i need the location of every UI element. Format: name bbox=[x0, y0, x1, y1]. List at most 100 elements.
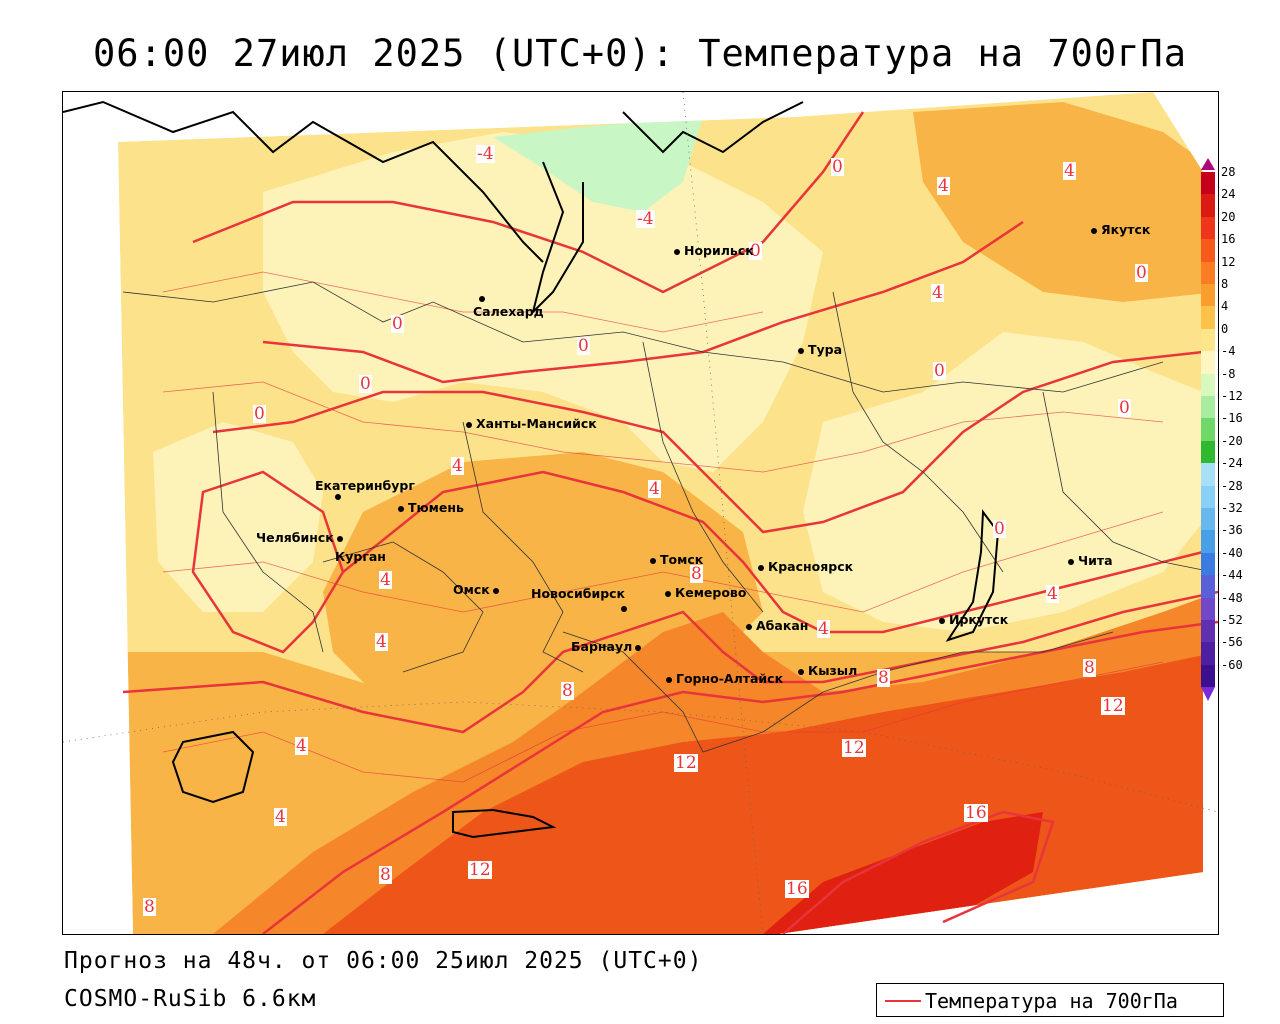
city-label: Салехард bbox=[473, 304, 544, 319]
boundary-8 bbox=[322, 541, 484, 673]
isotherm-lines bbox=[122, 111, 1218, 934]
colorbar-tick-label: -48 bbox=[1221, 590, 1243, 605]
contour-label: 8 bbox=[1083, 658, 1096, 678]
contour-label: 0 bbox=[993, 519, 1006, 539]
city-name: Томск bbox=[660, 552, 704, 567]
arctic-coast-west bbox=[63, 100, 544, 263]
contour-label: 8 bbox=[379, 865, 392, 885]
model-name: COSMO-RuSib 6.6км bbox=[64, 986, 317, 1012]
colorbar-cell bbox=[1201, 351, 1215, 374]
contour-label: 16 bbox=[964, 803, 988, 823]
colorbar-cell bbox=[1201, 306, 1215, 329]
colorbar-cell bbox=[1201, 620, 1215, 643]
colorbar-cell bbox=[1201, 284, 1215, 307]
city-dot bbox=[398, 505, 404, 512]
city-marker: Красноярск bbox=[758, 559, 853, 574]
city-dot bbox=[666, 676, 672, 683]
city-marker: Кемерово bbox=[665, 585, 746, 600]
city-marker: Чита bbox=[1068, 553, 1113, 568]
city-name: Абакан bbox=[756, 618, 809, 633]
colorbar-cell bbox=[1201, 216, 1215, 240]
colorbar-tick-label: 0 bbox=[1221, 321, 1229, 336]
minor-isotherm-1 bbox=[162, 271, 764, 333]
city-dot bbox=[1091, 227, 1097, 234]
city-dot bbox=[758, 564, 764, 571]
colorbar-tick-label: -4 bbox=[1221, 344, 1236, 359]
contour-label: 8 bbox=[143, 897, 156, 917]
colorbar-cell bbox=[1201, 485, 1215, 508]
band-16-plus bbox=[763, 812, 1043, 934]
colorbar-tick-label: 24 bbox=[1221, 187, 1236, 202]
city-marker: Абакан bbox=[746, 618, 808, 633]
colorbar-tick-label: -60 bbox=[1221, 657, 1243, 672]
isotherm-12 bbox=[262, 620, 1218, 934]
colorbar-tick-label: 28 bbox=[1221, 165, 1236, 179]
city-marker bbox=[335, 488, 345, 503]
city-name: Екатеринбург bbox=[315, 478, 415, 493]
city-name: Барнаул bbox=[571, 639, 633, 654]
contour-label: 4 bbox=[817, 619, 830, 639]
yamal-coast bbox=[531, 161, 584, 316]
colorbar-cell bbox=[1201, 172, 1215, 195]
city-marker: Кызыл bbox=[798, 663, 857, 678]
isotherm-4-center bbox=[342, 470, 1204, 634]
isotherm-0-south bbox=[212, 350, 1204, 534]
colorbar-cell bbox=[1201, 597, 1215, 620]
contour-label: 0 bbox=[1118, 398, 1131, 418]
city-dot bbox=[635, 644, 642, 651]
contour-label: 4 bbox=[274, 807, 287, 827]
city-dot bbox=[650, 557, 656, 564]
contour-label: 4 bbox=[451, 456, 464, 476]
contour-label: 0 bbox=[1135, 263, 1148, 283]
colorbar-tick-label: 8 bbox=[1221, 277, 1229, 291]
city-marker: Иркутск bbox=[939, 612, 1008, 627]
colorbar-cell bbox=[1201, 194, 1215, 217]
colorbar-cell bbox=[1201, 239, 1215, 262]
city-name: Якутск bbox=[1101, 222, 1151, 237]
map-frame: -4 -4 0 0 0 0 0 0 0 0 0 0 4 4 4 4 4 4 4 … bbox=[62, 91, 1219, 935]
balkhash-lake bbox=[452, 808, 557, 839]
city-name: Ханты-Мансийск bbox=[476, 416, 597, 431]
isotherm-0-mid bbox=[262, 220, 1024, 384]
city-marker: Тюмень bbox=[398, 500, 464, 515]
boundary-2 bbox=[212, 391, 324, 653]
band-4-8-north bbox=[913, 102, 1218, 302]
colorbar-tick-label: 4 bbox=[1221, 299, 1229, 314]
boundary-6 bbox=[1042, 391, 1214, 573]
contour-label: 0 bbox=[933, 361, 946, 381]
colorbar-cell bbox=[1201, 508, 1215, 531]
colorbar-cell bbox=[1201, 575, 1215, 598]
city-marker: Томск bbox=[650, 552, 703, 567]
colorbar-cell bbox=[1201, 261, 1215, 284]
city-dot bbox=[798, 668, 804, 675]
city-dot bbox=[492, 587, 499, 594]
colorbar-tick-label: -24 bbox=[1221, 456, 1243, 471]
contour-label: 16 bbox=[785, 879, 809, 899]
boundary-4 bbox=[642, 341, 764, 613]
contour-label: 0 bbox=[359, 374, 372, 394]
colorbar-cell bbox=[1201, 642, 1215, 665]
colorbar-cell bbox=[1201, 552, 1215, 576]
colorbar-tick-label: -56 bbox=[1221, 635, 1243, 650]
contour-label: 4 bbox=[937, 176, 950, 196]
taymyr-coast bbox=[622, 101, 804, 154]
colorbar-tick-label: -20 bbox=[1221, 433, 1243, 448]
colorbar-tick-label: -44 bbox=[1221, 568, 1243, 583]
city-marker: Курган bbox=[335, 549, 386, 564]
city-marker bbox=[621, 600, 631, 615]
city-marker: Якутск bbox=[1091, 222, 1150, 237]
city-marker: Барнаул bbox=[571, 639, 645, 654]
colorbar-bottom-arrow bbox=[1201, 687, 1215, 702]
contour-label: 0 bbox=[577, 336, 590, 356]
contour-label: 4 bbox=[1046, 584, 1059, 604]
city-label: Екатеринбург bbox=[315, 478, 415, 493]
city-marker: Омск bbox=[453, 582, 503, 597]
aral-sea bbox=[171, 730, 255, 804]
city-marker: Тура bbox=[798, 342, 842, 357]
isotherm-8 bbox=[122, 590, 1218, 734]
contour-label: 8 bbox=[690, 564, 703, 584]
contour-label: 0 bbox=[391, 314, 404, 334]
city-name: Норильск bbox=[684, 243, 754, 258]
city-name: Тюмень bbox=[408, 500, 464, 515]
colorbar-cell bbox=[1201, 440, 1215, 464]
